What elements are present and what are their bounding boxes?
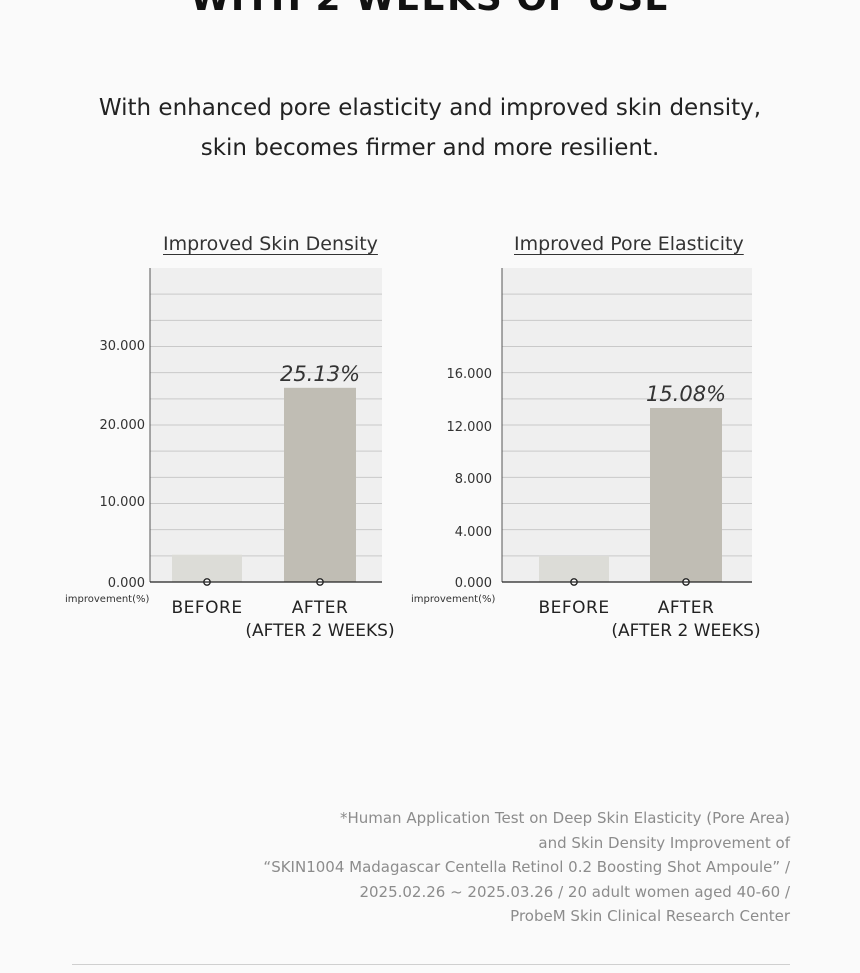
bar-value-label: 25.13% <box>280 362 360 386</box>
footnote: *Human Application Test on Deep Skin Ela… <box>263 806 790 929</box>
y-axis-label: improvement(%) <box>65 594 150 605</box>
footnote-line-3: “SKIN1004 Madagascar Centella Retinol 0.… <box>263 858 790 876</box>
category-sublabel: (AFTER 2 WEEKS) <box>245 621 394 641</box>
footnote-line-5: ProbeM Skin Clinical Research Center <box>510 907 790 925</box>
y-axis-label: improvement(%) <box>411 594 496 605</box>
chart-title-pore-elasticity: Improved Pore Elasticity <box>514 233 744 255</box>
y-tick-label: 8.000 <box>455 472 492 487</box>
bar-before <box>172 554 242 582</box>
y-tick-label: 4.000 <box>455 525 492 540</box>
footnote-line-4: 2025.02.26 ~ 2025.03.26 / 20 adult women… <box>359 882 790 901</box>
subtitle-line-1: With enhanced pore elasticity and improv… <box>98 95 762 121</box>
chart-skin-density: BEFORE 25.13% AFTER (AFTER 2 WEEKS) 0.000 10.… <box>65 268 395 641</box>
category-sublabel: (AFTER 2 WEEKS) <box>611 621 760 641</box>
y-tick-label: 12.000 <box>447 420 493 435</box>
category-label: AFTER <box>658 598 715 618</box>
bottom-divider <box>72 964 790 965</box>
footnote-line-2: and Skin Density Improvement of <box>538 833 790 852</box>
subtitle-line-2: skin becomes firmer and more resilient. <box>200 135 660 161</box>
category-label: AFTER <box>292 598 349 618</box>
footnote-line-1: *Human Application Test on Deep Skin Ela… <box>339 809 790 827</box>
category-label: BEFORE <box>538 598 609 618</box>
y-tick-label: 10.000 <box>100 495 146 510</box>
page-heading: WITH 2 WEEKS OF USE <box>0 0 860 19</box>
bar-after <box>284 387 356 582</box>
chart-pore-elasticity: BEFORE 15.08% AFTER (AFTER 2 WEEKS) 0.000 4.0… <box>411 268 761 641</box>
subtitle: With enhanced pore elasticity and improv… <box>0 88 860 168</box>
y-tick-label: 20.000 <box>100 418 146 433</box>
bar-value-label: 15.08% <box>646 382 726 406</box>
y-tick-label: 0.000 <box>455 576 492 591</box>
bar-after <box>650 407 722 582</box>
y-tick-label: 30.000 <box>100 339 146 354</box>
chart-title-skin-density: Improved Skin Density <box>163 233 378 255</box>
category-label: BEFORE <box>171 598 242 618</box>
y-tick-label: 16.000 <box>447 367 493 382</box>
bar-before <box>539 555 609 582</box>
y-tick-label: 0.000 <box>108 576 145 591</box>
